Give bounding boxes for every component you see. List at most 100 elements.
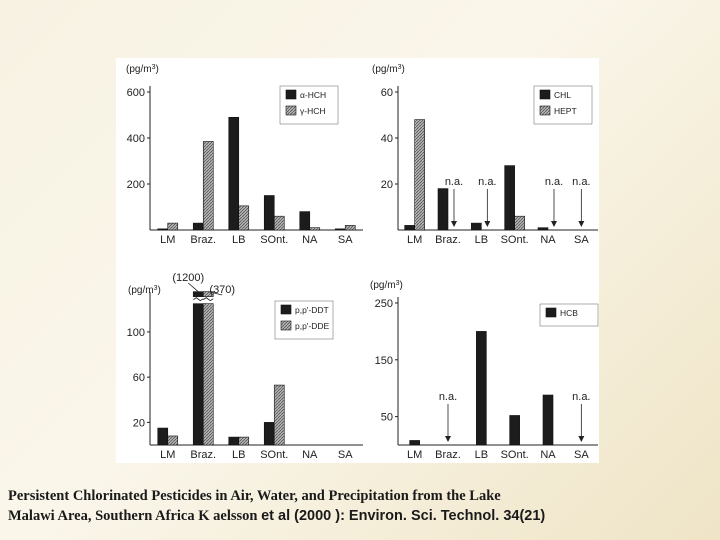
- bar-ppddt-lb: [228, 436, 240, 446]
- bar-ppddt-sont: [263, 422, 275, 446]
- bar-break-marker: [203, 297, 214, 302]
- legend-label: p,p'-DDT: [295, 305, 329, 315]
- bar-hcb-na: [542, 394, 554, 446]
- bar-chl-lb: [471, 222, 482, 231]
- legend-swatch: [280, 320, 292, 331]
- x-tick-label: NA: [302, 234, 318, 246]
- x-tick-label: SOnt.: [260, 449, 288, 461]
- legend-swatch: [539, 89, 551, 100]
- bar-chl-lm: [404, 225, 415, 231]
- x-tick-label: NA: [540, 449, 556, 461]
- annotation-leader-line: [208, 291, 223, 296]
- x-tick-label: SOnt.: [501, 449, 529, 461]
- legend-swatch: [285, 105, 297, 116]
- x-tick-label: LB: [232, 234, 245, 246]
- x-tick-label: LB: [475, 234, 488, 246]
- x-tick-label: NA: [540, 234, 556, 246]
- legend-label: CHL: [554, 90, 571, 100]
- bar-hcb-lm: [409, 440, 420, 446]
- y-tick-label: 150: [375, 355, 393, 367]
- legend-swatch: [545, 307, 557, 318]
- x-tick-label: Braz.: [190, 234, 216, 246]
- chart-panel-2: (pg/m3) 20 40 60 LM Braz. LB SOnt. NA SA n.a. n.a. n…: [372, 64, 598, 246]
- y-tick-label: 40: [381, 133, 393, 145]
- x-tick-label: Braz.: [435, 234, 461, 246]
- bar-ppddt-braz: [192, 303, 204, 446]
- bar-break-cap: [192, 291, 204, 297]
- bar-ppdde-lm: [167, 435, 179, 446]
- na-annotation: n.a.: [572, 391, 590, 403]
- legend-label: HEPT: [554, 106, 577, 116]
- bar-hch-sont: [273, 215, 285, 231]
- bar-chl-sont: [504, 165, 515, 231]
- bar-hept-sont: [514, 215, 525, 231]
- na-arrow-head: [578, 436, 585, 442]
- na-arrow-head: [451, 221, 457, 227]
- chart-figure: (pg/m3) 200 400 600 LM Braz. LB SOnt. NA SA α-HCH γ…: [116, 58, 599, 463]
- bar-hch-sa: [334, 228, 346, 231]
- na-arrow-head: [551, 221, 557, 227]
- y-tick-label: 250: [375, 298, 393, 310]
- y-tick-label: 20: [133, 417, 145, 429]
- x-tick-label: SA: [338, 234, 353, 246]
- x-tick-label: NA: [302, 449, 318, 461]
- y-axis-unit-label: (pg/m3): [128, 285, 161, 297]
- caption-line-2-citation: Malawi Area, Southern Africa K aelsson: [8, 508, 262, 524]
- legend-swatch: [539, 105, 551, 116]
- bar-hcb-lb: [476, 331, 487, 446]
- bar-break-marker: [193, 297, 204, 302]
- bar-chl-na: [537, 227, 549, 231]
- x-tick-label: LM: [407, 234, 422, 246]
- x-tick-label: LM: [160, 234, 175, 246]
- caption-line-2-journal: et al (2000 ): Environ. Sci. Technol. 34…: [261, 508, 546, 524]
- x-tick-label: SA: [338, 449, 353, 461]
- y-axis-unit-label: (pg/m3): [126, 64, 159, 76]
- bar-hch-sa: [344, 225, 356, 231]
- legend-label: γ-HCH: [300, 106, 326, 116]
- bar-hch-lb: [228, 116, 240, 231]
- bar-hch-lm: [157, 228, 169, 231]
- bar-hch-na: [309, 227, 321, 231]
- legend-swatch: [280, 304, 292, 315]
- na-arrow-head: [578, 221, 585, 227]
- bar-ppdde-braz: [202, 303, 214, 446]
- bar-ppdde-sont: [273, 384, 285, 446]
- y-tick-label: 100: [127, 327, 145, 339]
- x-tick-label: LB: [232, 449, 245, 461]
- y-axis-unit-label: (pg/m3): [370, 280, 403, 292]
- bar-value-annotation: (1200): [172, 272, 204, 284]
- bar-hch-braz: [192, 222, 204, 231]
- y-tick-label: 20: [381, 179, 393, 191]
- bar-value-annotation: (370): [209, 284, 235, 296]
- bar-hch-lm: [167, 222, 179, 231]
- chart-panel-3: (pg/m3) 20 60 100 LM Braz. LB SOnt. NA SA (1200) (3…: [127, 272, 363, 461]
- caption-line-1: Persistent Chlorinated Pesticides in Air…: [8, 488, 501, 504]
- chart-panel-4: (pg/m3) 50 150 250 LM Braz. LB SOnt. NA SA n.a. n.a…: [370, 280, 599, 461]
- legend-label: p,p'-DDE: [295, 321, 330, 331]
- legend-label: α-HCH: [300, 90, 326, 100]
- x-tick-label: LM: [407, 449, 422, 461]
- y-tick-label: 50: [381, 412, 393, 424]
- legend-label: HCB: [560, 308, 578, 318]
- x-tick-label: SA: [574, 449, 589, 461]
- bar-hch-na: [299, 211, 311, 231]
- bar-hch-braz: [202, 141, 214, 231]
- legend-swatch: [285, 89, 297, 100]
- bar-hcb-sont: [509, 415, 520, 446]
- bar-hept-lm: [414, 119, 425, 231]
- na-arrow-head: [484, 221, 491, 227]
- figure-caption: Persistent Chlorinated Pesticides in Air…: [8, 486, 718, 526]
- y-axis-unit-label: (pg/m3): [372, 64, 405, 76]
- na-annotation: n.a.: [445, 176, 463, 188]
- na-annotation: n.a.: [572, 176, 590, 188]
- bar-chl-braz: [437, 188, 449, 231]
- y-tick-label: 200: [127, 179, 145, 191]
- bar-ppdde-lb: [238, 436, 250, 446]
- chart-panels: (pg/m3) 200 400 600 LM Braz. LB SOnt. NA SA α-HCH γ…: [126, 64, 599, 461]
- x-tick-label: LM: [160, 449, 175, 461]
- x-tick-label: SA: [574, 234, 589, 246]
- x-tick-label: SOnt.: [501, 234, 529, 246]
- na-arrow-head: [445, 436, 451, 442]
- bar-hch-sont: [263, 195, 275, 231]
- y-tick-label: 600: [127, 87, 145, 99]
